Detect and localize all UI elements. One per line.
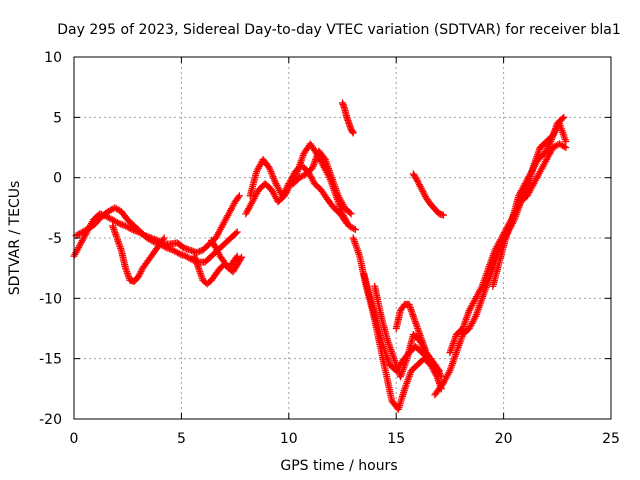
data-points (70, 99, 570, 413)
data-point (437, 373, 445, 381)
data-point (562, 144, 570, 151)
chart-title: Day 295 of 2023, Sidereal Day-to-day VTE… (57, 22, 620, 38)
y-tick-label: -15 (39, 352, 62, 368)
y-tick-label: -10 (39, 291, 62, 307)
data-point (434, 365, 442, 373)
series-arc-o (431, 140, 570, 399)
x-tick-labels: 0 5 10 15 20 25 (70, 431, 620, 447)
axis-ticks (73, 56, 612, 420)
data-point (558, 115, 566, 123)
x-axis-label: GPS time / hours (280, 458, 397, 474)
y-tick-label: 5 (53, 110, 62, 126)
series-arc-h (289, 147, 355, 218)
data-point (159, 236, 167, 244)
x-tick-label: 25 (602, 431, 620, 447)
y-tick-label: 0 (53, 171, 62, 187)
series-arc-m (392, 300, 443, 375)
data-point (113, 219, 121, 227)
data-point (350, 225, 358, 233)
data-point (347, 210, 355, 218)
data-point (349, 129, 357, 137)
data-point (238, 253, 246, 261)
data-point (346, 209, 354, 217)
data-point (439, 211, 447, 219)
series-arc-n (409, 170, 447, 219)
data-point (187, 255, 195, 263)
y-tick-label: -5 (48, 231, 62, 247)
data-point (349, 128, 357, 136)
series-arc-q (489, 113, 568, 290)
data-point (148, 237, 156, 245)
data-point (562, 137, 570, 145)
data-point (560, 143, 568, 151)
data-point (235, 192, 243, 200)
series-arc-c (109, 222, 168, 285)
data-point (174, 249, 182, 257)
series-arc-i (339, 99, 357, 137)
y-axis-label: SDTVAR / TECUs (7, 181, 23, 296)
data-point (234, 193, 242, 201)
data-point (237, 255, 245, 263)
x-tick-label: 5 (177, 431, 186, 447)
x-tick-label: 15 (387, 431, 405, 447)
y-tick-labels: -20 -15 -10 -5 0 5 10 (39, 50, 62, 428)
y-tick-label: 10 (44, 50, 62, 66)
data-point (161, 243, 169, 251)
x-tick-label: 20 (495, 431, 513, 447)
data-point (126, 225, 134, 233)
data-point (342, 218, 350, 226)
series-arc-e (207, 236, 246, 276)
x-tick-label: 0 (70, 431, 79, 447)
x-tick-label: 10 (280, 431, 298, 447)
data-point (232, 229, 240, 237)
data-point (233, 228, 241, 236)
data-point (560, 113, 568, 121)
data-point (351, 226, 359, 234)
data-point (343, 220, 351, 228)
y-tick-label: -20 (39, 412, 62, 428)
data-point (160, 234, 168, 242)
data-point (435, 367, 443, 375)
